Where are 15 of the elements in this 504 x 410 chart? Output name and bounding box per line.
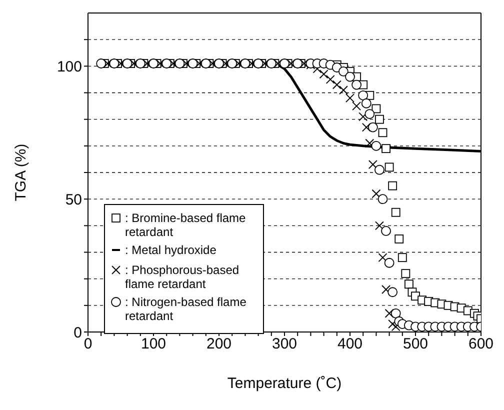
y-tick-label: 50 bbox=[65, 191, 82, 208]
legend-label: : Metal hydroxide bbox=[125, 243, 216, 257]
legend-label: : Bromine-based flame retardant bbox=[125, 211, 247, 239]
x-tick-label: 200 bbox=[206, 336, 232, 353]
x-tick-label: 300 bbox=[272, 336, 298, 353]
x-tick-label: 100 bbox=[140, 336, 166, 353]
x-axis-title: Temperature (˚C) bbox=[227, 375, 342, 392]
x-tick-label: 400 bbox=[337, 336, 363, 353]
y-tick-label: 0 bbox=[74, 324, 82, 342]
y-tick-label: 100 bbox=[56, 58, 82, 76]
x-tick-label: 600 bbox=[468, 336, 494, 353]
legend-label: : Phosphorous-based flame retardant bbox=[125, 263, 240, 291]
legend-label: : Nitrogen-based flame retardant bbox=[125, 295, 248, 323]
x-tick-label: 500 bbox=[402, 336, 428, 353]
y-axis-title: TGA (%) bbox=[12, 144, 30, 202]
